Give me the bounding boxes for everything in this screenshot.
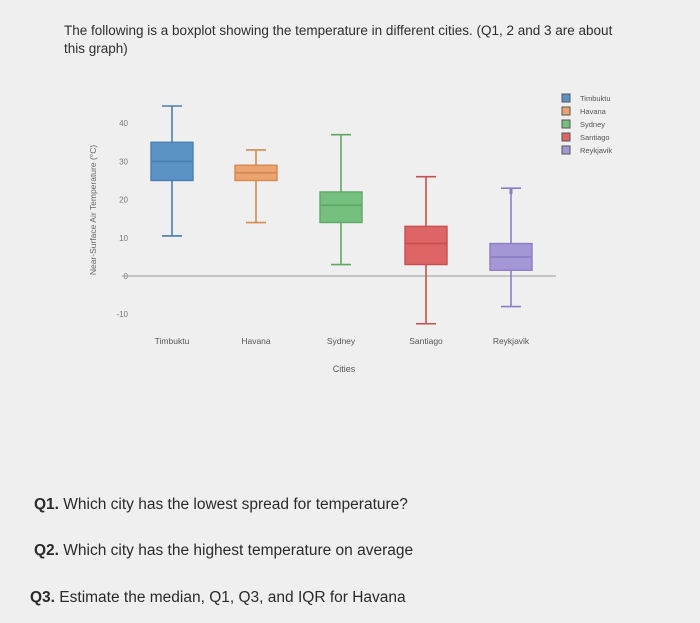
y-axis-label: Near-Surface Air Temperature (°C) <box>88 145 98 275</box>
question-3: Q3. Estimate the median, Q1, Q3, and IQR… <box>30 589 406 607</box>
y-tick-label: 20 <box>119 196 128 205</box>
legend-swatch <box>561 106 571 116</box>
box-santiago <box>404 225 448 266</box>
x-axis-label: Cities <box>333 364 356 374</box>
question-1-text: Which city has the lowest spread for tem… <box>63 496 408 513</box>
y-tick-label: 10 <box>119 234 128 243</box>
outlier-point <box>509 187 513 194</box>
legend-swatch <box>561 132 571 142</box>
y-tick-label: 40 <box>119 119 128 128</box>
x-tick-label: Reykjavik <box>493 336 530 346</box>
box-sydney <box>319 191 363 224</box>
legend-swatch <box>561 93 571 103</box>
question-2-number: Q2. <box>34 542 59 559</box>
question-1: Q1. Which city has the lowest spread for… <box>34 496 408 514</box>
legend-swatch <box>561 145 571 155</box>
intro-text: The following is a boxplot showing the t… <box>64 23 613 56</box>
legend-label: Havana <box>580 107 607 116</box>
legend-label: Reykjavik <box>580 146 612 155</box>
y-tick-label: 30 <box>119 157 128 166</box>
boxplot-chart: -10010203040Near-Surface Air Temperature… <box>88 93 612 374</box>
legend-swatch <box>561 119 571 129</box>
question-3-text: Estimate the median, Q1, Q3, and IQR for… <box>59 589 406 606</box>
x-tick-label: Santiago <box>409 336 443 346</box>
legend-label: Sydney <box>580 120 605 129</box>
y-tick-label: -10 <box>116 310 128 319</box>
legend-label: Timbuktu <box>580 94 611 103</box>
question-2-text: Which city has the highest temperature o… <box>63 542 414 559</box>
x-tick-label: Havana <box>241 336 271 346</box>
x-tick-label: Timbuktu <box>155 336 190 346</box>
x-tick-label: Sydney <box>327 336 356 346</box>
question-3-number: Q3. <box>30 589 55 606</box>
question-2: Q2. Which city has the highest temperatu… <box>34 542 413 560</box>
question-1-number: Q1. <box>34 496 59 513</box>
legend-label: Santiago <box>580 133 610 142</box>
